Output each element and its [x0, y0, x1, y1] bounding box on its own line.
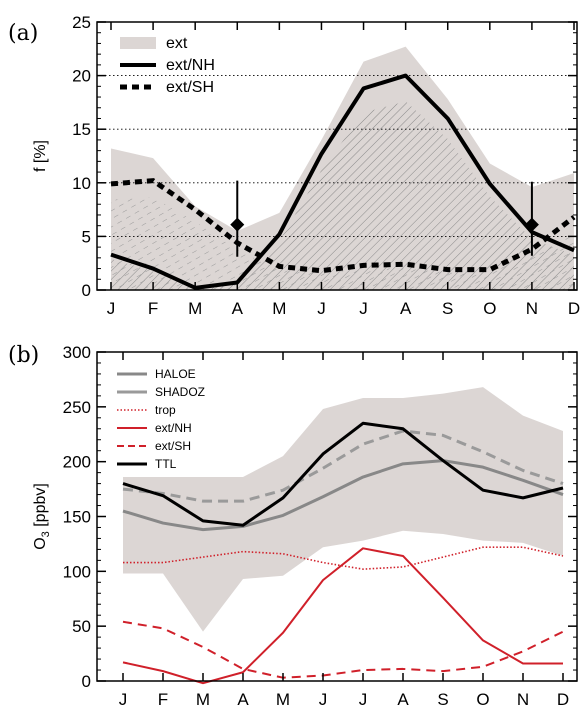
legend-label: TTL [155, 457, 177, 471]
diamond-marker [524, 217, 539, 232]
legend-label: SHADOZ [155, 385, 205, 399]
legend-label: ext/NH [166, 57, 215, 74]
plot-frame [96, 21, 578, 291]
x-tick-label: O [483, 299, 496, 318]
x-tick-label: J [359, 299, 368, 318]
y-tick-label: 200 [63, 453, 91, 472]
ext-nh-hatch [111, 101, 574, 290]
panel-a: 0 5 10 15 20 25 J F M A M J J A S O N D (a) f [%] ext ext/NH e… [8, 13, 580, 318]
x-tick-label: A [397, 690, 409, 709]
panel-label: (b) [8, 343, 39, 368]
series-trop-line [123, 546, 564, 570]
x-tick-label: S [437, 690, 448, 709]
x-tick-label: N [526, 299, 538, 318]
x-tick-label: S [442, 299, 453, 318]
y-tick-label: 5 [82, 227, 91, 246]
x-tick-label: N [517, 690, 529, 709]
series-ttl-line [122, 421, 564, 527]
y-axis-label-part: O [32, 537, 49, 549]
legend-label: ext/SH [155, 439, 191, 453]
y-tick-label: 10 [72, 174, 91, 193]
x-tick-label: F [148, 299, 158, 318]
y-axis-label-subscript: 3 [40, 531, 52, 537]
legend-label: ext/SH [166, 79, 214, 96]
ext-sh-hatch [111, 197, 574, 290]
y-axis-label: f [%] [32, 140, 49, 172]
legend-label: HALOE [155, 367, 196, 381]
range-band [123, 387, 563, 632]
x-tick-label: J [317, 299, 326, 318]
y-tick-label: 0 [82, 672, 91, 691]
x-tick-label: M [188, 299, 202, 318]
x-tick-label: A [400, 299, 412, 318]
y-axis-label-part: [ppbv] [32, 483, 49, 531]
x-tick-label: J [107, 299, 116, 318]
legend-label: trop [155, 403, 176, 417]
y-tick-label: 0 [82, 281, 91, 300]
x-tick-label: J [359, 690, 368, 709]
x-tick-label: F [158, 690, 168, 709]
y-tick-label: 250 [63, 398, 91, 417]
y-tick-label: 15 [72, 120, 91, 139]
x-tick-label: D [568, 299, 580, 318]
legend-label: ext/NH [155, 421, 192, 435]
y-tick-label: 25 [72, 13, 91, 32]
y-tick-label: 150 [63, 508, 91, 527]
y-tick-label: 300 [63, 343, 91, 362]
y-tick-label: 50 [72, 617, 91, 636]
y-axis-label: O3 [ppbv] [32, 483, 52, 550]
x-tick-label: A [232, 299, 244, 318]
panel-label: (a) [8, 21, 38, 46]
x-tick-label: M [272, 299, 286, 318]
x-tick-label: O [476, 690, 489, 709]
series-haloe-line [122, 459, 564, 532]
x-tick-label: J [319, 690, 328, 709]
series-ext-sh-line [122, 620, 564, 679]
series-shadoz-line [122, 429, 564, 503]
x-tick-label: D [557, 690, 569, 709]
legend-label: ext [166, 35, 188, 52]
diamond-marker [230, 217, 245, 232]
x-tick-label: M [196, 690, 210, 709]
x-tick-label: A [237, 690, 249, 709]
series-ext-sh-line [110, 178, 576, 274]
y-tick-label: 100 [63, 562, 91, 581]
series-ext-nh-line [110, 73, 575, 290]
x-tick-label: J [119, 690, 128, 709]
y-tick-label: 20 [72, 67, 91, 86]
x-tick-label: M [276, 690, 290, 709]
